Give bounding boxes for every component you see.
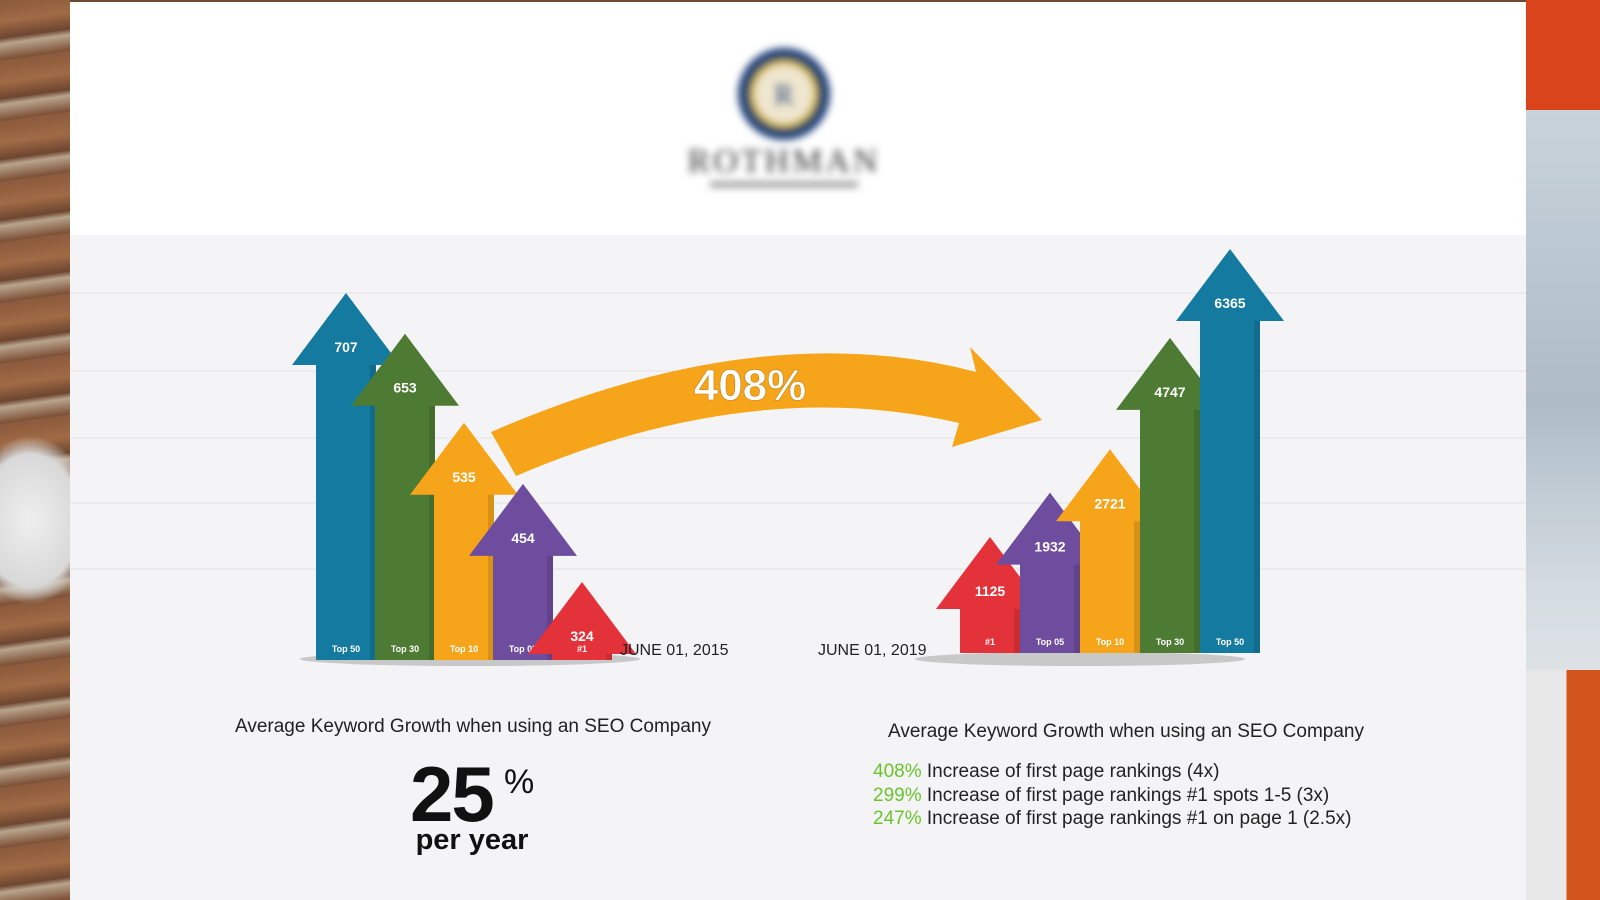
bar-value-label: 4747 [1154,384,1185,400]
left-subtitle: Average Keyword Growth when using an SEO… [235,716,711,737]
stat-text: Increase of first page rankings (4x) [921,761,1220,782]
bar-value-label: 2721 [1094,495,1125,511]
stat-text: Increase of first page rankings #1 on pa… [921,808,1352,829]
bar-shade [1194,409,1200,653]
stat-percent: 299% [873,784,922,806]
bar-arrow [1176,249,1284,653]
bar-category-label: Top 50 [332,644,360,654]
bar-shade [547,555,553,660]
bar-value-label: 1125 [975,583,1006,599]
background-photo-left [0,0,70,900]
company-logo: R ROTHMAN [688,48,881,187]
bar-arrow [351,333,459,660]
yearly-growth-percent-sign: % [504,763,535,801]
logo-wordmark: ROTHMAN [688,143,881,180]
bar-top-05: 454 Top 05 [469,483,577,660]
stat-text: Increase of first page rankings #1 spots… [921,784,1330,806]
infographic-card: R ROTHMAN 707 Top 50 653 Top 30 535 Top 10 454… [70,2,1526,900]
bar-arrow [469,483,577,660]
bar-value-label: 454 [511,530,535,546]
growth-arrow-label: 408% [694,361,807,410]
list-item: 299% Increase of first page rankings #1 … [873,784,1351,808]
bar-top-10: 2721 Top 10 [1056,449,1164,653]
bar-top-05: 1932 Top 05 [996,492,1104,653]
bar-top-10: 535 Top 10 [410,422,518,660]
bar-shade [1014,609,1020,653]
yearly-growth-per-label: per year [415,824,529,856]
bar-value-label: 1932 [1034,539,1065,555]
date-label-2019: JUNE 01, 2019 [818,642,927,659]
background-photo-right [1526,0,1600,900]
bar-value-label: 653 [393,380,417,396]
growth-arrow-shape [491,347,1042,476]
bar-category-label: Top 50 [1216,637,1244,647]
bar-shade [1134,521,1140,653]
bar-category-label: #1 [577,644,587,654]
bar-category-label: Top 10 [1096,637,1124,647]
card-header: R ROTHMAN [70,2,1526,235]
stat-percent: 247% [873,808,922,829]
bar-value-label: 535 [452,469,476,485]
bar-top-50: 6365 Top 50 [1176,249,1284,653]
bar-arrow [528,582,636,660]
bar-value-label: 324 [570,628,594,644]
bar-shade [606,654,612,660]
shadow-2019 [915,652,1245,666]
right-subtitle: Average Keyword Growth when using an SEO… [888,721,1364,742]
bar-category-label: Top 05 [1036,637,1064,647]
chart-gridlines [70,292,1526,570]
bar-category-label: #1 [985,637,995,647]
bar-top-30: 653 Top 30 [351,333,459,660]
bar-value-label: 707 [334,339,358,355]
bar-category-label: Top 05 [509,644,537,654]
bar-shade [1074,564,1080,653]
bar--1: 1125 #1 [936,537,1044,653]
bar-arrow [1116,337,1224,653]
bar-shade [1254,321,1260,653]
bar-arrow [996,492,1104,653]
bar-category-label: Top 30 [1156,637,1184,647]
bar-arrow [410,422,518,660]
bar-shade [429,405,435,660]
bar-top-30: 4747 Top 30 [1116,337,1224,653]
bar-category-label: Top 30 [391,644,419,654]
bar-arrow [1056,449,1164,653]
logo-initial: R [775,80,794,111]
stat-percent: 408% [873,761,922,782]
bar--1: 324#1 [528,582,636,660]
bar-arrow [936,537,1044,653]
bar-category-label: Top 10 [450,644,478,654]
yearly-growth-number: 25 [410,750,495,838]
growth-arrow: 408% [491,347,1042,476]
date-label-2015: JUNE 01, 2015 [620,642,729,659]
bar-value-label: 6365 [1214,295,1245,311]
growth-stats-list: 408% Increase of first page rankings (4x… [873,760,1351,831]
bar-shade [370,365,376,660]
list-item: 408% Increase of first page rankings (4x… [873,760,1351,784]
bar-shade [488,494,494,660]
list-item: 247% Increase of first page rankings #1 … [873,807,1351,831]
